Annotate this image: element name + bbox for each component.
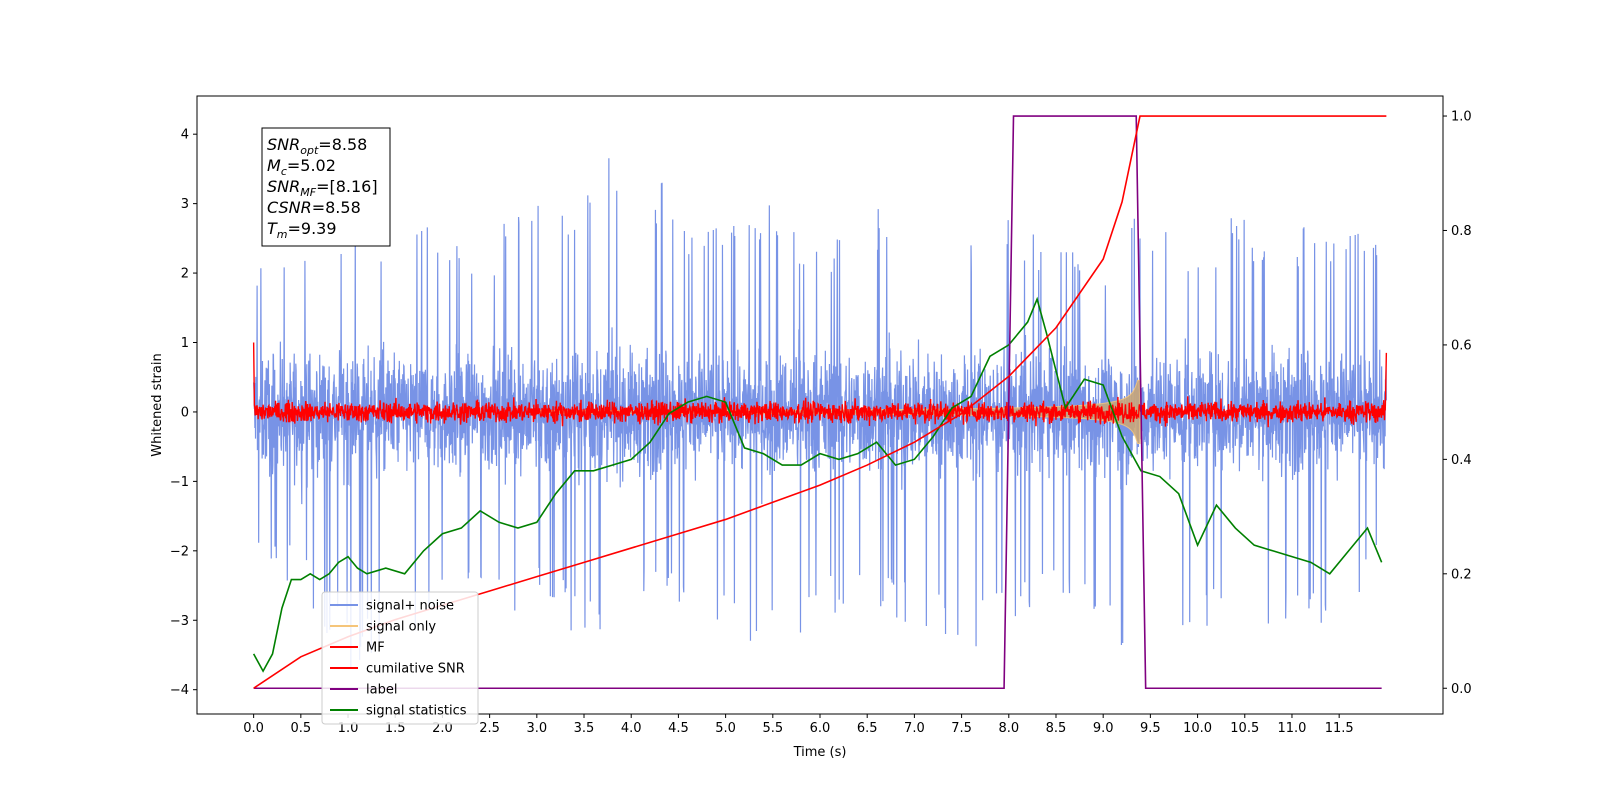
y-axis-right: 1.0 0.8 0.6 0.4 0.2 0.0 bbox=[1443, 110, 1472, 697]
x-tick-label: 6.5 bbox=[857, 721, 878, 736]
y-left-tick-label: 1 bbox=[181, 336, 189, 351]
legend-frame bbox=[321, 591, 479, 725]
x-tick-label: 6.0 bbox=[810, 721, 831, 736]
x-tick-label: 5.5 bbox=[762, 721, 783, 736]
y-right-tick-label: 0.8 bbox=[1451, 224, 1472, 239]
x-tick-label: 11.0 bbox=[1277, 721, 1306, 736]
x-tick-label: 8.5 bbox=[1046, 721, 1067, 736]
x-tick-label: 9.0 bbox=[1093, 721, 1114, 736]
x-tick-label: 11.5 bbox=[1325, 721, 1354, 736]
x-tick-label: 2.0 bbox=[432, 721, 453, 736]
x-tick-label: 3.5 bbox=[574, 721, 595, 736]
x-tick-label: 1.0 bbox=[338, 721, 359, 736]
y-left-tick-label: −1 bbox=[170, 475, 189, 490]
legend-label: signal only bbox=[366, 620, 436, 635]
x-tick-label: 0.5 bbox=[290, 721, 311, 736]
x-tick-label: 0.0 bbox=[243, 721, 264, 736]
y-left-tick-label: −2 bbox=[170, 544, 189, 559]
x-tick-label: 10.5 bbox=[1230, 721, 1259, 736]
annotation-line: SNRopt=8.58 bbox=[267, 135, 367, 157]
legend-label: label bbox=[366, 683, 397, 698]
legend: signal+ noise signal only MF cumilative SNR… bbox=[321, 591, 479, 725]
x-tick-label: 8.0 bbox=[998, 721, 1019, 736]
y-right-tick-label: 0.4 bbox=[1451, 453, 1472, 468]
y-right-tick-label: 1.0 bbox=[1451, 110, 1472, 125]
y-left-tick-label: 2 bbox=[181, 267, 189, 282]
x-tick-label: 7.5 bbox=[951, 721, 972, 736]
annotation-line: SNRMF=[8.16] bbox=[267, 177, 378, 199]
legend-label: signal+ noise bbox=[366, 599, 454, 614]
x-tick-label: 1.5 bbox=[385, 721, 406, 736]
series-signal-statistics-line bbox=[252, 296, 1383, 673]
x-tick-label: 4.0 bbox=[621, 721, 642, 736]
x-tick-label: 10.0 bbox=[1183, 721, 1212, 736]
y-axis-left: 4 3 2 1 0 −1 −2 −3 −4 bbox=[170, 128, 197, 698]
y-left-tick-label: 4 bbox=[181, 128, 189, 143]
x-axis: 0.0 0.5 1.0 1.5 2.0 2.5 3.0 3.5 4.0 4.5 5.0 5.5 6.0 6… bbox=[243, 714, 1354, 736]
legend-label: MF bbox=[366, 641, 385, 656]
legend-label: signal statistics bbox=[366, 704, 467, 719]
x-tick-label: 3.0 bbox=[526, 721, 547, 736]
annotation-line: CSNR=8.58 bbox=[267, 198, 361, 217]
y-right-tick-label: 0.6 bbox=[1451, 338, 1472, 353]
legend-label: cumilative SNR bbox=[366, 662, 465, 677]
annotation-line: Tm=9.39 bbox=[267, 219, 337, 241]
x-tick-label: 7.0 bbox=[904, 721, 925, 736]
y-left-tick-label: −4 bbox=[170, 683, 189, 698]
y-right-tick-label: 0.2 bbox=[1451, 567, 1472, 582]
y-axis-title: Whitened strain bbox=[150, 353, 165, 456]
y-left-tick-label: 3 bbox=[181, 197, 189, 212]
x-tick-label: 2.5 bbox=[479, 721, 500, 736]
series-mf-line bbox=[252, 342, 1388, 428]
series-label-line bbox=[253, 115, 1382, 690]
series-signal-noise-line bbox=[253, 158, 1387, 667]
y-left-tick-label: 0 bbox=[181, 405, 189, 420]
annotation-frame bbox=[261, 127, 391, 247]
y-left-tick-label: −3 bbox=[170, 614, 189, 629]
x-axis-title: Time (s) bbox=[793, 745, 847, 760]
x-tick-label: 9.5 bbox=[1140, 721, 1161, 736]
annotation-line: Mc=5.02 bbox=[267, 156, 336, 178]
x-tick-label: 4.5 bbox=[668, 721, 689, 736]
y-right-tick-label: 0.0 bbox=[1451, 682, 1472, 697]
x-tick-label: 5.0 bbox=[715, 721, 736, 736]
